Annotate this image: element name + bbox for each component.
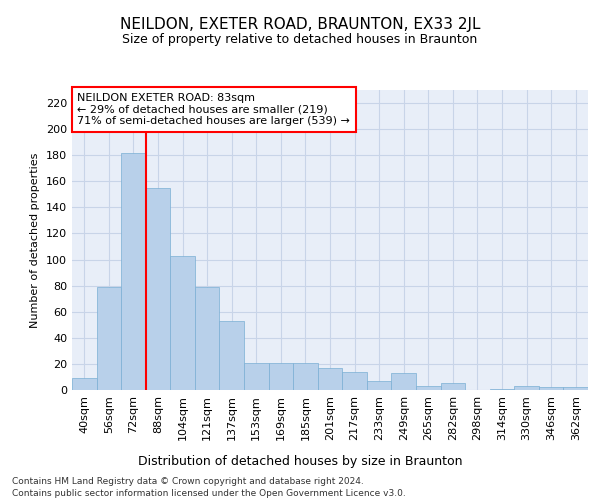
Bar bbox=[293, 362, 318, 390]
Text: Size of property relative to detached houses in Braunton: Size of property relative to detached ho… bbox=[122, 32, 478, 46]
Text: Distribution of detached houses by size in Braunton: Distribution of detached houses by size … bbox=[138, 455, 462, 468]
Bar bbox=[170, 256, 195, 390]
Bar bbox=[318, 368, 342, 390]
Bar bbox=[72, 378, 97, 390]
Bar bbox=[146, 188, 170, 390]
Bar bbox=[342, 372, 367, 390]
Bar bbox=[490, 388, 514, 390]
Bar bbox=[391, 373, 416, 390]
Bar bbox=[514, 386, 539, 390]
Text: NEILDON, EXETER ROAD, BRAUNTON, EX33 2JL: NEILDON, EXETER ROAD, BRAUNTON, EX33 2JL bbox=[120, 18, 480, 32]
Bar bbox=[367, 381, 391, 390]
Bar bbox=[440, 384, 465, 390]
Bar bbox=[97, 287, 121, 390]
Bar bbox=[121, 152, 146, 390]
Bar bbox=[416, 386, 440, 390]
Bar bbox=[539, 388, 563, 390]
Bar bbox=[269, 362, 293, 390]
Text: Contains HM Land Registry data © Crown copyright and database right 2024.: Contains HM Land Registry data © Crown c… bbox=[12, 478, 364, 486]
Y-axis label: Number of detached properties: Number of detached properties bbox=[31, 152, 40, 328]
Bar bbox=[195, 287, 220, 390]
Bar bbox=[244, 362, 269, 390]
Bar bbox=[563, 388, 588, 390]
Bar bbox=[220, 321, 244, 390]
Text: NEILDON EXETER ROAD: 83sqm
← 29% of detached houses are smaller (219)
71% of sem: NEILDON EXETER ROAD: 83sqm ← 29% of deta… bbox=[77, 93, 350, 126]
Text: Contains public sector information licensed under the Open Government Licence v3: Contains public sector information licen… bbox=[12, 489, 406, 498]
